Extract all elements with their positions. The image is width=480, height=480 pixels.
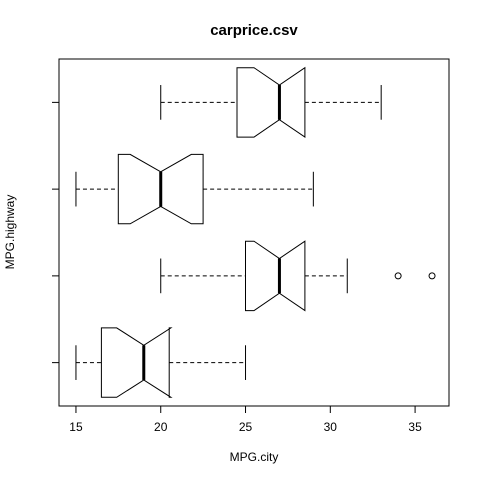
x-tick-label: 35 xyxy=(408,420,422,434)
x-tick-label: 30 xyxy=(324,420,338,434)
box-group xyxy=(76,154,313,223)
box-group xyxy=(76,328,246,397)
notched-box xyxy=(101,328,170,397)
chart-title: carprice.csv xyxy=(210,22,298,39)
outlier-point xyxy=(395,273,401,279)
x-tick-label: 15 xyxy=(69,420,83,434)
box-group xyxy=(161,68,381,137)
notched-box xyxy=(246,241,305,310)
notched-box xyxy=(237,68,305,137)
x-axis-label: MPG.city xyxy=(230,450,279,464)
x-axis: 15 20 25 30 35 xyxy=(69,406,422,434)
y-axis-label: MPG.highway xyxy=(3,195,17,270)
y-axis xyxy=(52,102,59,362)
box-group xyxy=(161,241,435,310)
x-tick-label: 20 xyxy=(154,420,168,434)
outlier-point xyxy=(429,273,435,279)
boxes xyxy=(76,68,435,398)
x-tick-label: 25 xyxy=(239,420,253,434)
